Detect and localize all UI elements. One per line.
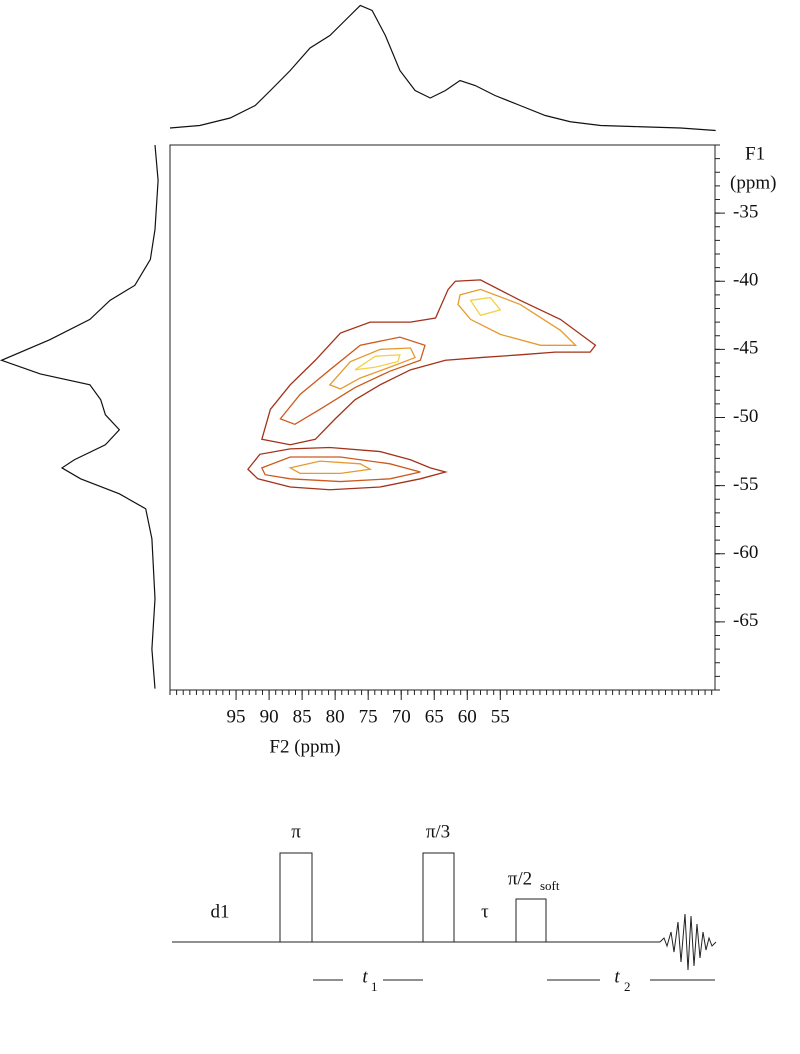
label: π/2	[508, 868, 532, 889]
y-tick-label: -65	[733, 610, 758, 631]
contour-line	[288, 460, 373, 475]
x-tick-label: 90	[260, 706, 279, 727]
contour-line	[457, 288, 578, 346]
label: τ	[481, 901, 489, 922]
x-tick-label: 85	[293, 706, 312, 727]
pulse	[515, 898, 547, 943]
y-tick-label: -35	[733, 201, 758, 222]
x-tick-label: 75	[359, 706, 378, 727]
contour-line	[469, 296, 502, 317]
contour-line	[260, 456, 421, 483]
label-subscript: 1	[371, 979, 378, 994]
y-axis-label: (ppm)	[730, 172, 776, 193]
label: π/3	[426, 821, 450, 842]
projection-f1	[0, 144, 159, 689]
label-subscript: 2	[624, 979, 631, 994]
x-tick-label: 80	[326, 706, 345, 727]
pulse-sequence: d1 π π/3 π/2 soft τ t 1 t 2	[172, 821, 717, 994]
y-tick-label: -60	[733, 542, 758, 563]
projection-f2	[169, 4, 716, 132]
label: t	[614, 966, 620, 987]
x-tick-label: 55	[491, 706, 510, 727]
contour-line	[279, 336, 426, 426]
y-axis-label: F1	[745, 143, 765, 164]
x-tick-label: 65	[425, 706, 444, 727]
contour-line	[247, 446, 448, 491]
x-axis-label: F2 (ppm)	[269, 736, 340, 757]
label: d1	[211, 901, 230, 922]
label-subscript: soft	[540, 878, 560, 893]
plot-frame	[169, 144, 716, 691]
contour-line	[328, 347, 416, 390]
y-tick-label: -40	[733, 270, 758, 291]
pulse	[279, 852, 313, 943]
fid	[659, 913, 717, 971]
pulse	[422, 852, 455, 943]
y-tick-label: -55	[733, 474, 758, 495]
contour-line	[261, 279, 597, 446]
y-tick-label: -50	[733, 406, 758, 427]
contour-line	[354, 354, 401, 371]
label: t	[362, 966, 368, 987]
x-tick-label: 95	[227, 706, 246, 727]
label: π	[291, 821, 301, 842]
y-tick-label: -45	[733, 338, 758, 359]
x-tick-label: 70	[392, 706, 411, 727]
x-tick-label: 60	[458, 706, 477, 727]
